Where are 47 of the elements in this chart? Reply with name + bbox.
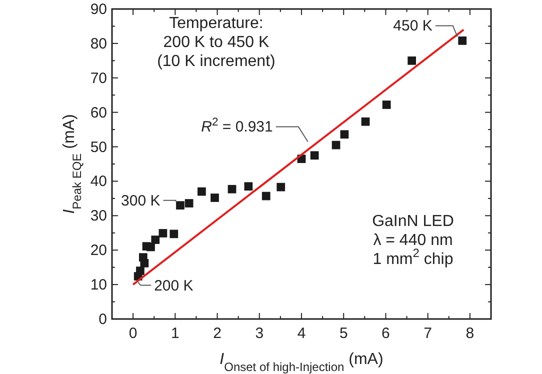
y-tick-label: 60	[90, 104, 107, 122]
y-tick-label: 50	[90, 138, 107, 156]
x-tick-label: 1	[170, 325, 180, 342]
annotation: 200 K	[154, 277, 194, 294]
point	[228, 184, 236, 194]
point	[184, 199, 194, 208]
point	[151, 236, 160, 244]
x-tick-label: 0	[128, 325, 138, 342]
point	[136, 266, 144, 275]
point	[382, 100, 391, 109]
point	[332, 140, 340, 150]
x-axis-title: I$_{Onset of high-Injection}$ (mA)	[220, 351, 384, 374]
y-tick-label: 90	[90, 1, 107, 18]
x-tick-label: 8	[466, 325, 474, 342]
annotation: GaInN LED λ = 440 nm 1 mm$^{2}$ chip	[372, 213, 454, 268]
point	[158, 229, 168, 238]
x-tick-label: 6	[382, 325, 390, 342]
x-tick-label: 7	[424, 325, 432, 342]
y-tick-label: 10	[90, 276, 107, 294]
point	[310, 151, 319, 160]
point	[140, 259, 149, 268]
point	[340, 130, 349, 139]
y-tick-label: 80	[90, 35, 107, 52]
annotation: 450 K	[393, 18, 432, 35]
point	[210, 194, 219, 202]
y-tick-label: 30	[90, 208, 107, 225]
point	[458, 36, 467, 45]
x-tick-label: 2	[213, 325, 222, 342]
point	[361, 117, 370, 126]
y-tick-label: 20	[90, 242, 107, 260]
annotation: Temperature: 200 K to 450 K (10 K increment)	[157, 14, 276, 70]
point	[244, 182, 253, 191]
x-tick-label: 4	[297, 325, 306, 342]
x-tick-label: 3	[255, 325, 264, 342]
annotation: 300 K	[121, 192, 160, 210]
point	[408, 56, 416, 65]
point	[170, 230, 178, 238]
point	[176, 201, 184, 210]
point	[146, 242, 155, 252]
point	[198, 187, 206, 196]
annotation: R$^{2}$ = 0.931	[201, 116, 273, 136]
y-tick-label: 70	[90, 70, 107, 87]
point	[262, 192, 270, 200]
x-tick-label: 5	[339, 325, 348, 342]
y-tick-label: 0	[98, 311, 107, 328]
point	[276, 182, 286, 192]
y-tick-label: 40	[90, 173, 107, 190]
